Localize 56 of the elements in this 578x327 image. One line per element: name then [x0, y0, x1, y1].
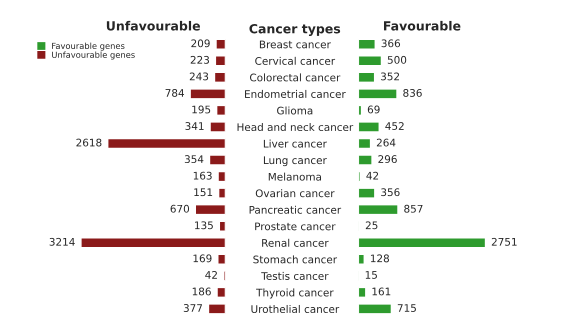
y-tick-label: Endometrial cancer	[245, 90, 346, 98]
data-label: 356	[381, 188, 400, 196]
y-tick-label: Head and neck cancer	[238, 122, 354, 132]
y-tick-label: Urothelial cancer	[251, 304, 340, 314]
data-label: 296	[378, 155, 397, 164]
y-tick-label: Colorectal cancer	[250, 73, 340, 82]
data-label: 670	[170, 204, 190, 213]
data-label: 341	[185, 122, 204, 130]
y-tick-label: Glioma	[277, 106, 312, 115]
data-label: 163	[194, 172, 212, 180]
legend-label: Favourable genes	[52, 42, 124, 51]
data-label: 784	[166, 89, 184, 97]
data-label: 223	[190, 56, 210, 64]
y-tick-label: Testis cancer	[261, 272, 328, 280]
data-label: 151	[194, 188, 212, 196]
data-label: 836	[403, 89, 422, 97]
data-label: 42	[366, 172, 378, 180]
data-label: 195	[192, 106, 210, 114]
data-label: 377	[184, 304, 202, 312]
y-tick-label: Pancreatic cancer	[250, 206, 342, 214]
y-tick-label: Renal cancer	[262, 238, 329, 247]
data-label: 186	[192, 288, 211, 296]
data-label: 2618	[76, 138, 102, 147]
data-label: 352	[380, 72, 400, 80]
chart-title: Unfavourable	[106, 20, 200, 31]
data-label: 3214	[50, 238, 75, 246]
data-label: 243	[190, 72, 208, 80]
data-label: 452	[385, 122, 404, 130]
data-label: 161	[372, 288, 390, 296]
data-label: 135	[195, 221, 213, 230]
y-tick-label: Prostate cancer	[255, 222, 336, 230]
data-label: 2751	[492, 238, 517, 246]
data-label: 264	[376, 138, 396, 147]
y-tick-label: Breast cancer	[260, 40, 331, 48]
y-tick-label: Stomach cancer	[253, 255, 338, 264]
data-label: 366	[382, 39, 400, 48]
data-label: 42	[205, 270, 217, 279]
data-label: 15	[366, 271, 377, 279]
y-tick-label: Lung cancer	[264, 156, 327, 166]
data-label: 354	[184, 155, 204, 164]
y-tick-label: Ovarian cancer	[256, 189, 335, 198]
y-tick-label: Thyroid cancer	[256, 288, 334, 298]
chart-title: Favourable	[384, 20, 460, 31]
y-axis-title: Cancer types	[249, 24, 340, 36]
data-label: 715	[398, 304, 416, 312]
data-label: 209	[191, 39, 210, 48]
y-tick-label: Cervical cancer	[255, 56, 336, 65]
data-label: 128	[370, 254, 389, 262]
y-tick-label: Liver cancer	[264, 140, 327, 148]
data-label: 857	[404, 204, 423, 213]
y-tick-label: Melanoma	[268, 172, 322, 181]
data-label: 500	[388, 56, 406, 64]
data-label: 169	[194, 254, 212, 262]
data-label: 69	[368, 106, 380, 114]
data-label: 25	[366, 221, 378, 230]
legend-label: Unfavourable genes	[52, 51, 135, 60]
